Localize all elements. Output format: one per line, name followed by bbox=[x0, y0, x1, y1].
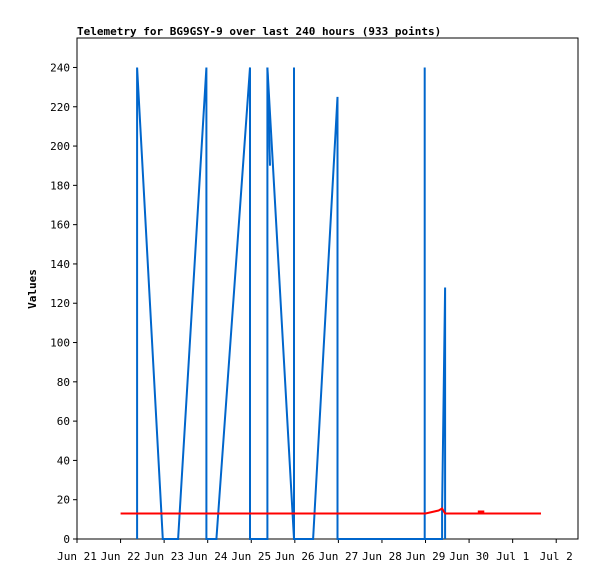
series-line-3 bbox=[120, 507, 541, 515]
y-tick-label-1: 20 bbox=[57, 494, 70, 507]
y-axis: 0 20 40 60 80 100 120 140 160 180 200 220 240 bbox=[50, 61, 77, 546]
x-tick-label-0: Jun 21 bbox=[57, 550, 97, 563]
x-tick-label-2: Jun 23 bbox=[144, 550, 184, 563]
y-tick-label-12: 240 bbox=[50, 61, 70, 74]
series-layer bbox=[120, 67, 541, 540]
x-tick-label-3: Jun 24 bbox=[188, 550, 228, 563]
y-tick-label-5: 100 bbox=[50, 337, 70, 350]
x-tick-label-1: Jun 22 bbox=[101, 550, 141, 563]
x-tick-label-10: Jul 1 bbox=[496, 550, 529, 563]
x-tick-label-7: Jun 28 bbox=[362, 550, 402, 563]
x-tick-label-11: Jul 2 bbox=[540, 550, 573, 563]
x-tick-label-9: Jun 30 bbox=[449, 550, 489, 563]
y-tick-label-9: 180 bbox=[50, 179, 70, 192]
series-line-2 bbox=[266, 67, 271, 166]
y-axis-label: Values bbox=[26, 269, 39, 309]
y-tick-label-0: 0 bbox=[63, 533, 70, 546]
y-tick-label-3: 60 bbox=[57, 415, 70, 428]
x-tick-label-4: Jun 25 bbox=[231, 550, 271, 563]
x-axis: Jun 21 Jun 22 Jun 23 Jun 24 Jun 25 Jun 26 Jun … bbox=[57, 539, 573, 563]
y-tick-label-6: 120 bbox=[50, 297, 70, 310]
x-tick-label-5: Jun 26 bbox=[275, 550, 315, 563]
x-tick-label-8: Jun 29 bbox=[406, 550, 446, 563]
x-tick-label-6: Jun 27 bbox=[319, 550, 359, 563]
y-tick-label-8: 160 bbox=[50, 219, 70, 232]
y-tick-label-2: 40 bbox=[57, 454, 70, 467]
y-tick-label-4: 80 bbox=[57, 376, 70, 389]
series-line-1 bbox=[136, 67, 447, 540]
y-tick-label-11: 220 bbox=[50, 101, 70, 114]
chart-title: Telemetry for BG9GSY-9 over last 240 hou… bbox=[77, 25, 441, 38]
y-tick-label-7: 140 bbox=[50, 258, 70, 271]
y-tick-label-10: 200 bbox=[50, 140, 70, 153]
